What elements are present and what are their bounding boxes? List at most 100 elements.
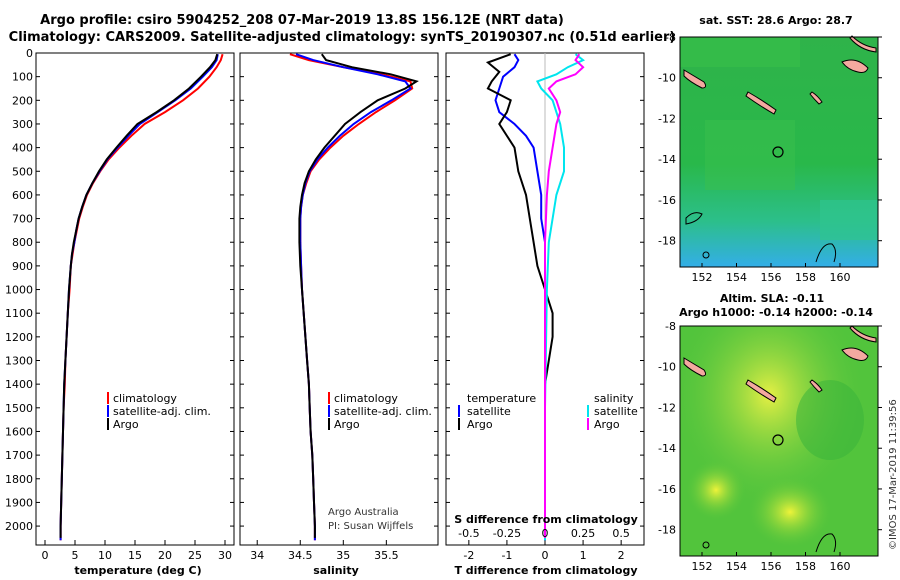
difference-plot: -2 -1 0 1 2	[446, 52, 644, 562]
sdiff-tick-label: 0.5	[612, 527, 630, 540]
series-argo	[298, 53, 419, 538]
map-lat-label: -16	[658, 194, 676, 207]
legend-climatology: climatology	[113, 392, 177, 405]
legend-s-satellite: satellite	[594, 405, 638, 418]
map-lat-label: -16	[658, 483, 676, 496]
temperature-legend: climatology satellite-adj. clim. Argo	[107, 392, 211, 431]
salinity-xlabel: salinity	[313, 564, 359, 577]
x-tick-label: 34.5	[288, 549, 313, 562]
footer-stamp: ©IMOS 17-Mar-2019 11:39:56	[888, 399, 899, 550]
depth-tick-label: 1100	[5, 307, 33, 320]
salinity-panel-frame	[239, 52, 439, 546]
depth-tick-label: 1900	[5, 496, 33, 509]
legend-argo: Argo	[113, 418, 139, 431]
map-lat-label: -10	[658, 72, 676, 85]
series-temperature-satellite	[494, 53, 546, 541]
sdiff-tick-label: -0.5	[458, 527, 479, 540]
map-lon-label: 160	[830, 271, 851, 284]
x-tick-label: 35.5	[374, 549, 399, 562]
depth-tick-label: 1800	[5, 473, 33, 486]
legend-satellite: satellite-adj. clim.	[334, 405, 432, 418]
depth-tick-label: 700	[12, 213, 33, 226]
map-lat-label: -14	[658, 153, 676, 166]
reef-contour	[685, 212, 703, 225]
island-shape	[841, 347, 869, 361]
difference-xlabel: T difference from climatology	[454, 564, 637, 577]
map-lat-label: -12	[658, 401, 676, 414]
sla-map-title-1: Altim. SLA: -0.11	[720, 292, 824, 305]
depth-tick-label: 900	[12, 260, 33, 273]
legend-climatology: climatology	[334, 392, 398, 405]
series-temperature-argo	[485, 53, 554, 538]
credit-line-2: PI: Susan Wijffels	[328, 521, 413, 532]
map-lon-label: 158	[795, 271, 816, 284]
depth-tick-label: 1400	[5, 378, 33, 391]
depth-tick-label: 800	[12, 236, 33, 249]
depth-tick-label: 200	[12, 94, 33, 107]
depth-axis: 0 100 200 300 400 500 600 700 800 900 1000 1100 1200…	[5, 47, 33, 533]
depth-tick-label: 1000	[5, 284, 33, 297]
island-shape	[809, 91, 823, 105]
series-satellite-adj-clim-	[59, 54, 219, 541]
depth-tick-label: 2000	[5, 520, 33, 533]
map-lon-label: 160	[830, 560, 851, 573]
map-lat-label: -8	[665, 31, 676, 44]
x-tick-label: 25	[188, 549, 202, 562]
island-shape	[841, 59, 869, 73]
map-lon-label: 154	[726, 271, 747, 284]
island-shape	[745, 91, 777, 115]
map-lon-label: 156	[761, 271, 782, 284]
island-shape	[683, 69, 707, 89]
x-tick-label: 35	[336, 549, 350, 562]
x-tick-label: 34	[250, 549, 264, 562]
legend-t-satellite: satellite	[467, 405, 511, 418]
reef-contour	[702, 541, 710, 549]
sla-map-frame	[679, 325, 879, 557]
map-lat-label: -12	[658, 112, 676, 125]
map-lat-label: -14	[658, 442, 676, 455]
depth-tick-label: 1200	[5, 331, 33, 344]
sst-map	[679, 35, 879, 268]
sla-map-ticks: -8 -10 -12 -14 -16 -18 152 154 156 158 160	[658, 320, 882, 573]
reef-contour	[815, 243, 837, 263]
depth-tick-label: 300	[12, 118, 33, 131]
sla-map-title-2: Argo h1000: -0.14 h2000: -0.14	[679, 306, 873, 319]
sla-high-anomaly	[748, 476, 832, 548]
map-lon-label: 152	[692, 271, 713, 284]
reef-contour	[815, 533, 837, 553]
map-lat-label: -10	[658, 361, 676, 374]
series-climatology	[59, 53, 224, 541]
depth-tick-label: 600	[12, 189, 33, 202]
legend-satellite: satellite-adj. clim.	[113, 405, 211, 418]
x-tick-label: 1	[580, 549, 587, 562]
island-shape	[849, 325, 877, 343]
x-tick-label: 0	[42, 549, 49, 562]
difference-secondary-xlabel: S difference from climatology	[454, 513, 638, 526]
x-tick-label: 5	[72, 549, 79, 562]
x-tick-label: 30	[218, 549, 232, 562]
sst-patch	[820, 200, 878, 240]
depth-tick-label: 1500	[5, 402, 33, 415]
sst-map-ticks: -8 -10 -12 -14 -16 -18 152 154 156 158 160	[658, 31, 882, 284]
difference-legend: temperature satellite Argo salinity sate…	[458, 392, 638, 431]
sst-patch	[680, 37, 800, 67]
sst-patch	[705, 120, 795, 190]
sla-high-anomaly	[686, 460, 746, 520]
series-argo	[59, 53, 219, 538]
legend-argo: Argo	[334, 418, 360, 431]
reef-contour	[702, 251, 710, 259]
depth-tick-label: 100	[12, 71, 33, 84]
x-tick-label: 15	[128, 549, 142, 562]
map-lat-label: -18	[658, 235, 676, 248]
x-tick-label: -2	[463, 549, 474, 562]
depth-tick-label: 400	[12, 142, 33, 155]
legend-t-argo: Argo	[467, 418, 493, 431]
map-lon-label: 158	[795, 560, 816, 573]
x-tick-label: 0	[542, 549, 549, 562]
x-tick-label: -1	[501, 549, 512, 562]
sdiff-tick-label: 0.25	[571, 527, 596, 540]
x-tick-label: 2	[618, 549, 625, 562]
x-tick-label: 20	[158, 549, 172, 562]
legend-s-argo: Argo	[594, 418, 620, 431]
